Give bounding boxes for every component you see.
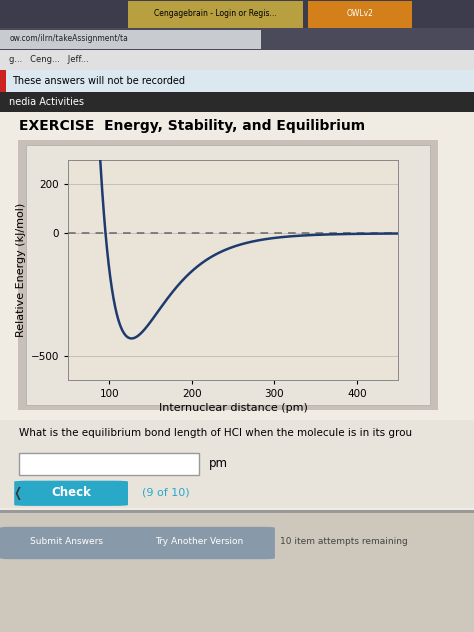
FancyBboxPatch shape [308,1,412,28]
Text: pm: pm [209,457,228,470]
Text: Cengagebrain - Login or Regis...: Cengagebrain - Login or Regis... [155,9,277,18]
FancyBboxPatch shape [0,70,6,92]
Text: OWLv2: OWLv2 [347,9,374,18]
FancyBboxPatch shape [27,145,429,404]
FancyBboxPatch shape [0,30,261,49]
Text: ❬: ❬ [12,487,22,499]
FancyBboxPatch shape [123,527,275,559]
Text: EXERCISE  Energy, Stability, and Equilibrium: EXERCISE Energy, Stability, and Equilibr… [19,119,365,133]
Text: (9 of 10): (9 of 10) [142,487,190,497]
Text: Check: Check [51,486,91,499]
X-axis label: Internuclear distance (pm): Internuclear distance (pm) [159,403,308,413]
FancyBboxPatch shape [128,1,303,28]
FancyBboxPatch shape [14,481,128,506]
Text: nedia Activities: nedia Activities [9,97,84,107]
Text: g...   Ceng...   Jeff...: g... Ceng... Jeff... [9,55,89,64]
Text: Submit Answers: Submit Answers [30,537,103,546]
Y-axis label: Relative Energy (kJ/mol): Relative Energy (kJ/mol) [17,203,27,337]
Text: What is the equilibrium bond length of HCl when the molecule is in its grou: What is the equilibrium bond length of H… [19,428,412,439]
Text: 10 item attempts remaining: 10 item attempts remaining [280,537,408,546]
Text: These answers will not be recorded: These answers will not be recorded [12,76,185,85]
FancyBboxPatch shape [0,527,133,559]
Text: ow.com/ilrn/takeAssignment/ta: ow.com/ilrn/takeAssignment/ta [9,34,128,43]
Text: Try Another Version: Try Another Version [155,537,243,546]
FancyBboxPatch shape [19,453,199,475]
